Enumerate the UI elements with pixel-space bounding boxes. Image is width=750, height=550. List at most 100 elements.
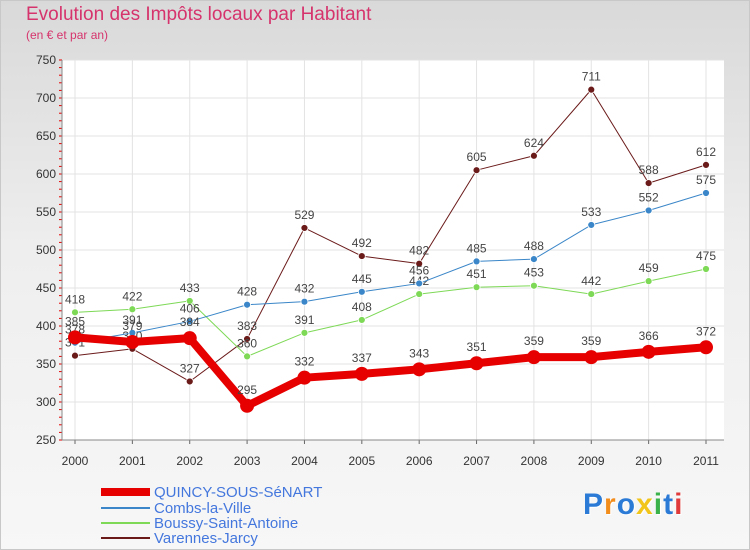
data-point	[243, 352, 251, 361]
data-point	[357, 252, 366, 260]
data-point	[702, 265, 710, 273]
data-label: 408	[352, 300, 372, 314]
x-tick-label: 2006	[406, 454, 433, 468]
logo-letter: o	[616, 488, 637, 521]
x-tick-label: 2001	[119, 454, 146, 468]
x-tick-label: 2005	[348, 454, 375, 468]
data-label: 385	[65, 314, 85, 328]
data-point	[472, 166, 481, 175]
data-label: 418	[65, 292, 85, 306]
data-point	[530, 151, 538, 160]
data-point	[415, 279, 424, 288]
data-point	[530, 281, 538, 290]
data-label: 488	[524, 239, 544, 253]
data-label: 485	[467, 241, 487, 255]
data-label: 456	[409, 263, 429, 277]
data-label: 343	[409, 346, 429, 360]
data-label: 406	[180, 301, 200, 315]
y-tick-label: 500	[36, 243, 56, 257]
x-tick-label: 2007	[463, 454, 490, 468]
data-point	[300, 328, 309, 337]
data-label: 351	[467, 340, 487, 354]
data-point	[354, 366, 369, 381]
data-point	[526, 350, 541, 365]
data-label: 605	[467, 150, 487, 164]
y-tick-label: 250	[36, 433, 56, 447]
data-label: 327	[180, 361, 200, 375]
data-point	[702, 160, 710, 169]
data-point	[472, 283, 481, 292]
x-tick-label: 2002	[176, 454, 203, 468]
data-label: 451	[467, 267, 487, 281]
logo-letter: i	[653, 488, 664, 521]
data-point	[182, 331, 197, 346]
data-point	[584, 350, 599, 365]
x-tick-label: 2003	[234, 454, 261, 468]
data-label: 575	[696, 173, 716, 187]
chart-title: Evolution des Impôts locaux par Habitant	[26, 4, 372, 25]
data-label: 492	[352, 236, 372, 250]
chart-subtitle: (en € et par an)	[26, 28, 109, 42]
x-tick-label: 2010	[635, 454, 662, 468]
data-point	[128, 305, 137, 314]
x-tick-label: 2004	[291, 454, 318, 468]
data-label: 359	[524, 334, 544, 348]
data-point	[71, 351, 79, 360]
series-line-2	[74, 268, 707, 357]
data-point	[587, 290, 596, 298]
data-label: 482	[409, 244, 429, 258]
data-point	[243, 300, 251, 309]
data-label: 384	[180, 315, 200, 329]
data-label: 453	[524, 266, 544, 280]
y-tick-label: 450	[36, 281, 56, 295]
data-point	[240, 398, 255, 413]
data-label: 422	[122, 289, 142, 303]
data-point	[300, 297, 309, 306]
y-tick-label: 550	[36, 205, 56, 219]
data-label: 428	[237, 285, 257, 299]
x-tick-label: 2000	[62, 454, 89, 468]
data-point	[185, 297, 194, 305]
logo-letter: x	[636, 488, 654, 521]
data-label: 711	[582, 70, 601, 84]
proxiti-logo: Proxiti	[583, 488, 683, 522]
data-label: 433	[180, 281, 200, 295]
data-label: 383	[237, 319, 257, 333]
data-point	[644, 206, 653, 215]
data-point	[125, 334, 140, 349]
y-tick-label: 650	[36, 129, 56, 143]
x-tick-label: 2008	[521, 454, 548, 468]
data-label: 432	[294, 282, 314, 296]
y-tick-label: 700	[36, 91, 56, 105]
data-point	[644, 277, 653, 286]
y-tick-label: 350	[36, 357, 56, 371]
data-point	[357, 287, 366, 296]
series-line-0	[71, 333, 710, 410]
data-point	[243, 335, 251, 343]
data-point	[644, 179, 653, 188]
y-tick-label: 600	[36, 167, 56, 181]
logo-letter: r	[604, 488, 617, 521]
data-label: 332	[294, 355, 314, 369]
data-point	[415, 259, 424, 268]
data-label: 372	[696, 324, 716, 338]
y-tick-label: 300	[36, 395, 56, 409]
data-point	[530, 255, 538, 264]
data-point	[357, 316, 366, 324]
legend-label: Combs-la-Ville	[154, 500, 251, 517]
y-tick-label: 750	[36, 53, 56, 67]
legend-label: Boussy-Saint-Antoine	[154, 515, 298, 532]
data-label: 366	[639, 329, 659, 343]
legend-label: Varennes-Jarcy	[154, 530, 258, 547]
data-label: 391	[122, 313, 142, 327]
data-label: 295	[237, 383, 257, 397]
series-line-3	[74, 89, 707, 382]
data-label: 588	[639, 163, 659, 177]
data-label: 391	[294, 313, 314, 327]
x-tick-label: 2009	[578, 454, 605, 468]
logo-letter: t	[663, 488, 675, 521]
data-point	[68, 330, 82, 345]
data-label: 624	[524, 136, 544, 150]
data-label: 379	[122, 319, 142, 333]
data-point	[185, 377, 194, 386]
